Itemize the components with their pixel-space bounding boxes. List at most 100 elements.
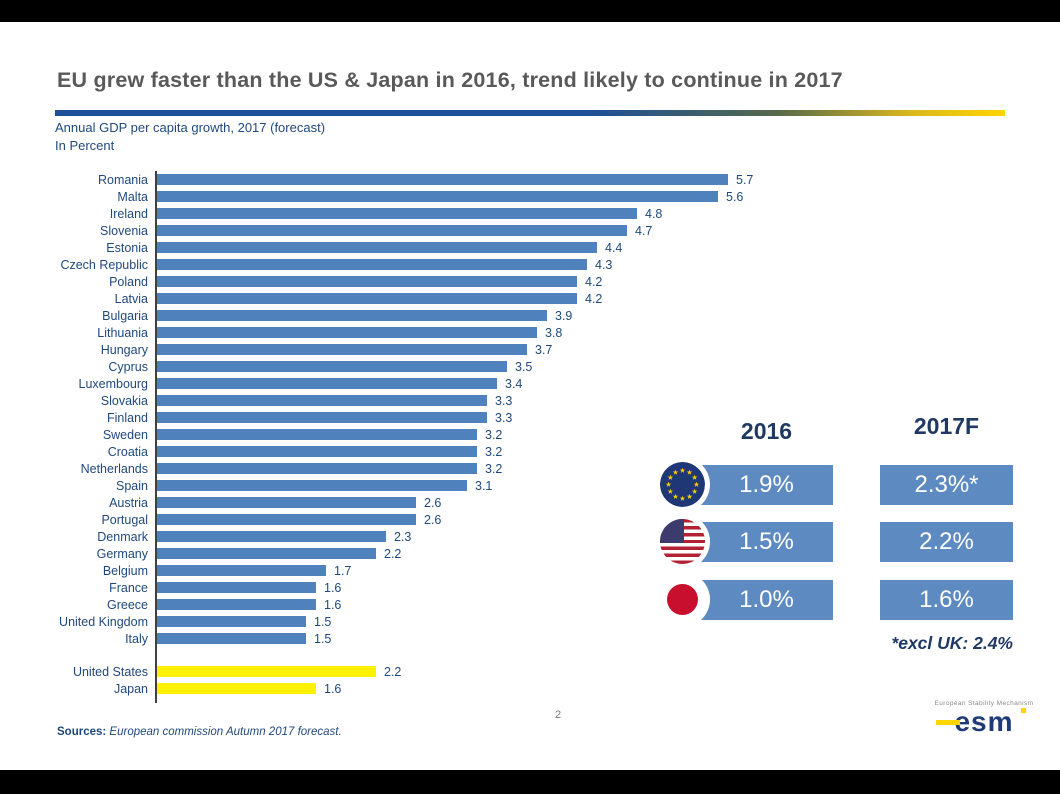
- summary-bar-2017f: 1.6%: [880, 580, 1013, 620]
- country-value: 2.6: [424, 495, 442, 510]
- country-value: 3.8: [545, 325, 563, 340]
- chart-row: Greece 1.6: [0, 596, 780, 613]
- country-bar: [155, 191, 718, 202]
- country-bar: [155, 293, 577, 304]
- chart-row: Portugal 2.6: [0, 511, 780, 528]
- country-value: 3.2: [485, 427, 503, 442]
- country-value: 5.7: [736, 172, 754, 187]
- country-bar: [155, 582, 316, 593]
- country-value: 3.2: [485, 461, 503, 476]
- country-bar: [155, 616, 306, 627]
- japan-flag-icon: [660, 577, 705, 622]
- chart-row: Bulgaria 3.9: [0, 307, 780, 324]
- country-bar: [155, 412, 487, 423]
- chart-subtitle: Annual GDP per capita growth, 2017 (fore…: [55, 120, 326, 135]
- summary-row: 1.9% 2.3%*: [655, 462, 1025, 507]
- country-bar: [155, 480, 467, 491]
- summary-bar-2016: 1.9%: [700, 465, 833, 505]
- esm-logo: European Stability Mechanism esm: [928, 700, 1040, 736]
- us-flag-icon: [660, 519, 705, 564]
- country-value: 4.3: [595, 257, 613, 272]
- esm-logo-tagline: European Stability Mechanism: [934, 700, 1034, 707]
- summary-bar-2017f: 2.2%: [880, 522, 1013, 562]
- chart-row: Finland 3.3: [0, 409, 780, 426]
- divider-line: [55, 110, 1005, 116]
- country-value: 3.5: [515, 359, 533, 374]
- summary-value: 1.9%: [739, 471, 794, 498]
- chart-row: Lithuania 3.8: [0, 324, 780, 341]
- country-value: 4.8: [645, 206, 663, 221]
- country-label: United States: [72, 664, 148, 679]
- country-label: Hungary: [100, 342, 148, 357]
- chart-row: Austria 2.6: [0, 494, 780, 511]
- country-label: Belgium: [102, 563, 148, 578]
- country-value: 1.5: [314, 614, 332, 629]
- chart-row: Sweden 3.2: [0, 426, 780, 443]
- chart-row: Denmark 2.3: [0, 528, 780, 545]
- chart-row: Ireland 4.8: [0, 205, 780, 222]
- country-bar: [155, 531, 386, 542]
- country-value: 3.3: [495, 393, 513, 408]
- country-value: 2.2: [384, 546, 402, 561]
- chart-row: Netherlands 3.2: [0, 460, 780, 477]
- country-label: Malta: [117, 189, 148, 204]
- country-label: Portugal: [101, 512, 148, 527]
- country-label: Germany: [96, 546, 148, 561]
- country-label: Italy: [125, 631, 148, 646]
- eu-flag-icon: [660, 462, 705, 507]
- country-value: 3.2: [485, 444, 503, 459]
- country-bar: [155, 208, 637, 219]
- country-value: 4.4: [605, 240, 623, 255]
- country-bar: [155, 683, 316, 694]
- country-label: Spain: [116, 478, 148, 493]
- country-label: Luxembourg: [78, 376, 149, 391]
- country-value: 1.7: [334, 563, 352, 578]
- country-bar: [155, 225, 627, 236]
- chart-row: Croatia 3.2: [0, 443, 780, 460]
- country-bar: [155, 310, 547, 321]
- country-value: 1.6: [324, 597, 342, 612]
- chart-row: France 1.6: [0, 579, 780, 596]
- country-label: Lithuania: [97, 325, 148, 340]
- country-label: France: [109, 580, 148, 595]
- summary-value: 1.6%: [919, 586, 974, 613]
- us-flag-canton: [660, 519, 684, 543]
- chart-row: Slovenia 4.7: [0, 222, 780, 239]
- country-bar: [155, 497, 416, 508]
- country-label: Japan: [113, 681, 148, 696]
- chart-axis-line: [155, 171, 157, 703]
- country-label: Denmark: [97, 529, 148, 544]
- country-value: 3.9: [555, 308, 573, 323]
- country-bar: [155, 395, 487, 406]
- country-value: 4.2: [585, 274, 603, 289]
- chart-row: Luxembourg 3.4: [0, 375, 780, 392]
- country-label: Finland: [107, 410, 148, 425]
- country-value: 1.5: [314, 631, 332, 646]
- country-bar: [155, 548, 376, 559]
- country-label: Czech Republic: [60, 257, 148, 272]
- country-bar: [155, 344, 527, 355]
- country-bar: [155, 633, 306, 644]
- chart-row: Cyprus 3.5: [0, 358, 780, 375]
- country-value: 3.1: [475, 478, 493, 493]
- country-bar: [155, 514, 416, 525]
- page-number: 2: [554, 709, 562, 721]
- country-bar: [155, 378, 497, 389]
- summary-value: 2.2%: [919, 528, 974, 555]
- chart-row: United Kingdom 1.5: [0, 613, 780, 630]
- chart-row: Romania 5.7: [0, 171, 780, 188]
- country-bar: [155, 174, 728, 185]
- country-label: Latvia: [114, 291, 148, 306]
- country-label: Greece: [107, 597, 148, 612]
- country-bar: [155, 276, 577, 287]
- chart-row: Italy 1.5: [0, 630, 780, 647]
- country-label: Austria: [109, 495, 148, 510]
- sources-text: European commission Autumn 2017 forecast…: [109, 726, 342, 738]
- sources-line: Sources: European commission Autumn 2017…: [57, 726, 342, 738]
- country-label: Poland: [109, 274, 148, 289]
- country-value: 3.7: [535, 342, 553, 357]
- country-label: Netherlands: [80, 461, 148, 476]
- chart-row: Spain 3.1: [0, 477, 780, 494]
- country-bar: [155, 429, 477, 440]
- slide: EU grew faster than the US & Japan in 20…: [0, 22, 1060, 770]
